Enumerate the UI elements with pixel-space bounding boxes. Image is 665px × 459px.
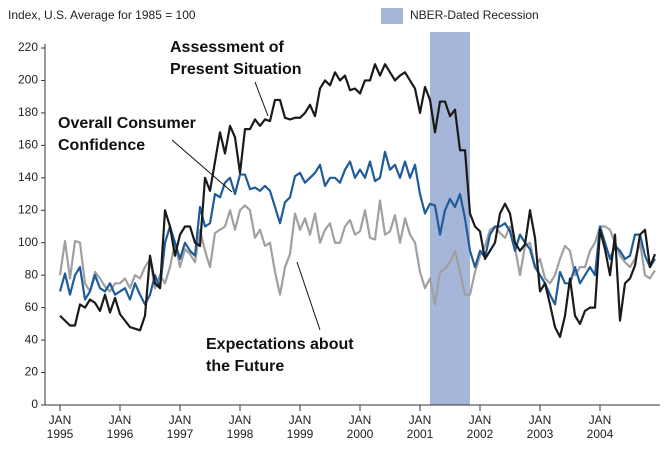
series-annotation: Overall Consumer Confidence — [58, 115, 196, 154]
series-annotation: Expectations about the Future — [206, 336, 354, 375]
y-tick-label: 80 — [25, 267, 39, 281]
y-axis-label: Index, U.S. Average for 1985 = 100 — [8, 8, 196, 22]
y-tick-label: 180 — [18, 105, 38, 119]
y-tick-label: 120 — [18, 202, 38, 216]
y-tick-label: 100 — [18, 235, 38, 249]
y-tick-label: 40 — [25, 332, 39, 346]
x-tick-label: JAN 1997 — [167, 413, 194, 441]
y-tick-label: 160 — [18, 138, 38, 152]
y-tick-label: 220 — [18, 40, 38, 54]
y-tick-label: 200 — [18, 73, 38, 87]
x-tick-label: JAN 2002 — [467, 413, 494, 441]
x-tick-label: JAN 1996 — [107, 413, 134, 441]
legend-swatch — [381, 8, 403, 24]
series-line — [58, 150, 656, 306]
x-tick-label: JAN 1995 — [47, 413, 74, 441]
y-tick-label: 60 — [25, 300, 39, 314]
series-annotation: Assessment of Present Situation — [170, 39, 302, 78]
plot-area: 0 20 40 60 80 100 120 140 160 180 200 220 JAN 1995 JAN… — [18, 32, 660, 441]
legend-label: NBER-Dated Recession — [410, 8, 539, 22]
x-tick-label: JAN 1998 — [227, 413, 254, 441]
y-tick-label: 140 — [18, 170, 38, 184]
series-line — [59, 63, 657, 338]
annotation-leader — [296, 261, 321, 331]
x-tick-label: JAN 2000 — [347, 413, 374, 441]
x-tick-label: JAN 2001 — [407, 413, 434, 441]
y-tick-label: 20 — [25, 365, 39, 379]
series-line — [58, 199, 656, 306]
x-tick-label: JAN 2003 — [527, 413, 554, 441]
x-tick-label: JAN 1999 — [287, 413, 314, 441]
annotation-leader — [171, 139, 233, 193]
x-tick-label: JAN 2004 — [587, 413, 614, 441]
annotation-leader — [254, 81, 269, 117]
y-tick-label: 0 — [31, 397, 38, 411]
